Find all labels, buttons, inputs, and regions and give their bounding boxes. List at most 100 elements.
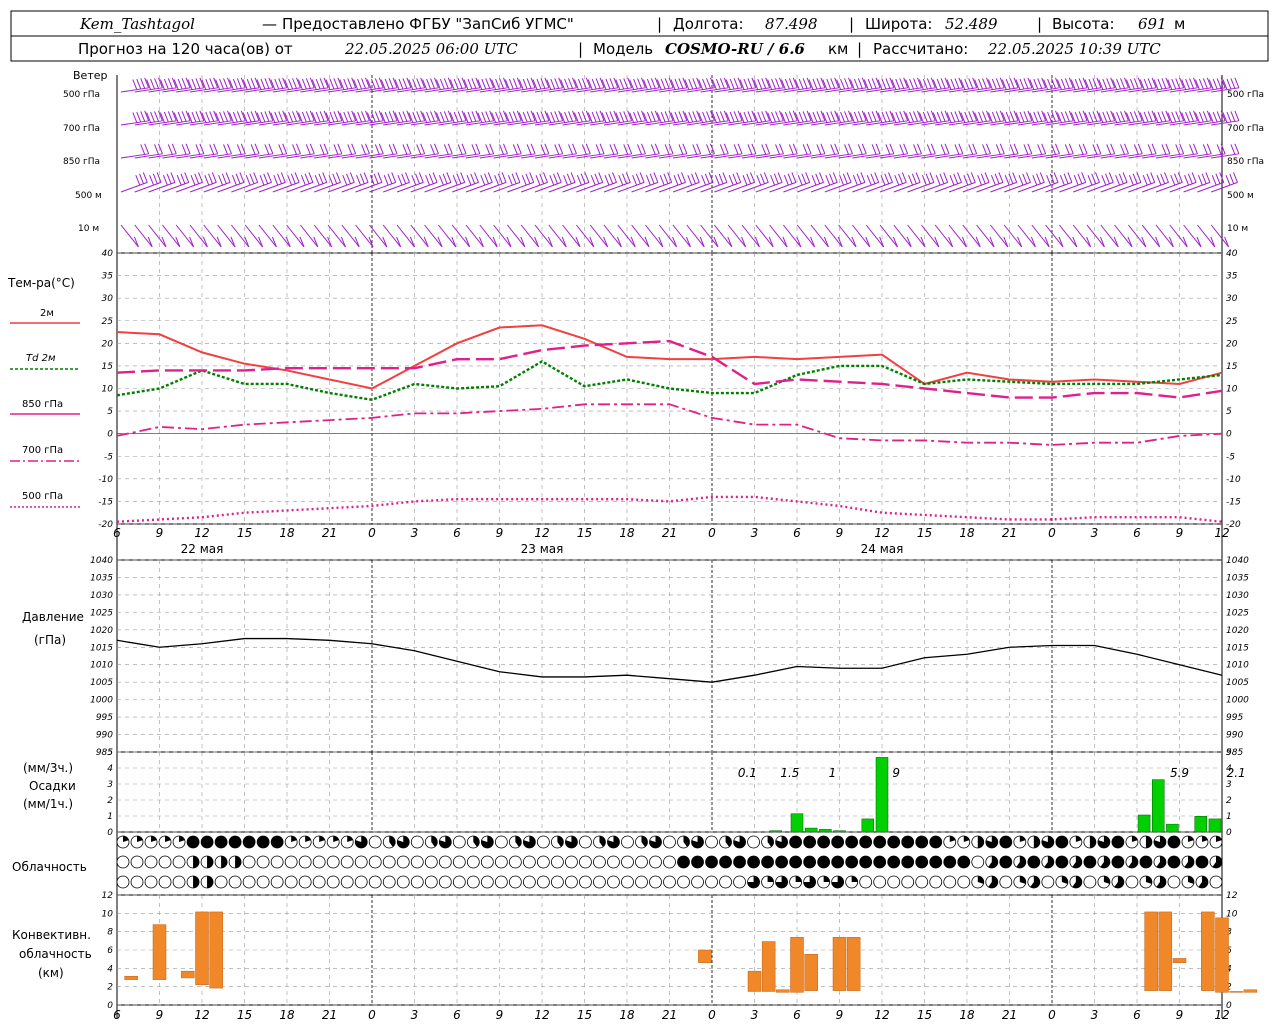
wind-barb-feather: [765, 110, 771, 122]
cloud-icon-fill: [803, 856, 816, 868]
cloud-icon-fill: [235, 856, 242, 868]
wind-barb-feather: [960, 79, 966, 90]
wind-barb-feather: [798, 111, 804, 123]
legend-850: 850 гПа: [22, 399, 63, 410]
cloud-icon-fill: [207, 856, 214, 868]
wind-barb-feather: [547, 236, 553, 248]
wind-barb: [976, 87, 1005, 93]
y-tick-label: 6: [107, 946, 113, 956]
cloud-icon: [396, 855, 410, 869]
wind-barb: [562, 153, 591, 159]
y-tick-label: 10: [102, 385, 114, 395]
wind-barb: [741, 153, 770, 159]
wind-barb-feather: [387, 173, 393, 184]
wind-barb-feather: [742, 174, 748, 186]
y-tick-label: 10: [102, 909, 114, 919]
x-tick-label: 15: [917, 526, 932, 540]
wind-barb-feather: [1009, 78, 1015, 89]
wind-barb-feather: [495, 78, 501, 90]
wind-barb-feather: [1001, 112, 1007, 123]
wind-barb-feather: [1132, 173, 1138, 184]
wind-barb: [383, 120, 411, 126]
wind-barb-feather: [485, 78, 491, 89]
wind-barb-feather: [784, 111, 790, 123]
cloud-icon-fill: [179, 836, 185, 842]
wind-barb: [686, 120, 715, 126]
wind-barb: [493, 120, 522, 126]
wind-barb-feather: [1161, 78, 1167, 89]
wind-barb-feather: [783, 174, 789, 186]
wind-barb-feather: [1003, 236, 1009, 248]
wind-barb-feather: [1206, 143, 1212, 155]
wind-barb-feather: [1074, 111, 1080, 123]
wind-level-1-right: 500 гПа: [1227, 90, 1264, 100]
wind-barb-feather: [905, 79, 911, 90]
wind-barb: [990, 153, 1019, 159]
x-tick-label: 21: [322, 526, 337, 540]
wind-barb-feather: [461, 110, 467, 122]
cloud-icon-fill: [1072, 876, 1082, 888]
wind-barb-feather: [1029, 79, 1035, 90]
wind-barb-feather: [292, 78, 297, 89]
wind-barb-feather: [777, 172, 783, 183]
wind-barb: [1072, 224, 1091, 248]
wind-barb-feather: [1220, 77, 1226, 89]
wind-barb: [852, 153, 881, 159]
wind-barb-feather: [874, 172, 880, 183]
cloud-icon-fill: [243, 836, 256, 848]
wind-barb-feather: [595, 111, 601, 122]
wind-barb-feather: [820, 143, 826, 155]
wind-barb: [327, 120, 356, 126]
wind-barb: [355, 153, 384, 159]
wind-barb-feather: [408, 79, 414, 90]
wind-barb-feather: [867, 111, 873, 123]
cloud-icon: [550, 875, 564, 889]
cloud-icon: [859, 875, 873, 889]
wind-barb-feather: [481, 78, 487, 90]
wind-barb-feather: [823, 236, 829, 248]
conv-bar: [209, 911, 223, 989]
wind-barb-feather: [250, 144, 256, 155]
wind-barb: [1045, 120, 1074, 126]
wind-barb-feather: [1005, 111, 1011, 123]
cloud-icon-fill: [1153, 836, 1166, 849]
wind-barb: [493, 181, 521, 193]
wind-barb-feather: [1143, 78, 1149, 90]
wind-barb-feather: [1070, 79, 1076, 90]
wind-barb-feather: [696, 143, 702, 155]
wind-barb-feather: [263, 173, 269, 184]
wind-barb-feather: [434, 143, 439, 155]
cloud-icon-fill: [1083, 856, 1096, 868]
wind-barb-feather: [434, 110, 439, 122]
wind-barb-feather: [204, 174, 210, 186]
wind-barb-feather: [641, 143, 646, 155]
wind-barb-feather: [554, 144, 560, 155]
wind-barb-feather: [232, 78, 238, 90]
cloud-icon-fill: [151, 836, 157, 842]
date-label: 23 мая: [521, 542, 564, 556]
wind-barb-feather: [268, 110, 274, 122]
cloud-icon-fill: [873, 836, 886, 848]
precip-amount-label: 9: [892, 766, 900, 780]
cloud-icon-fill: [397, 836, 410, 849]
wind-barb-feather: [236, 78, 242, 89]
y-tick-label: 3: [1226, 780, 1232, 790]
cloud-icon-fill: [887, 836, 900, 848]
cloud-icon: [354, 875, 368, 889]
wind-barb-feather: [1078, 144, 1084, 155]
x-tick-label: 18: [959, 526, 975, 540]
wind-barb-feather: [1082, 110, 1088, 122]
conv-bar: [832, 937, 847, 991]
wind-barb-feather: [1220, 110, 1226, 122]
cloud-icon-fill: [1212, 856, 1222, 869]
cloud-icon-fill: [1145, 876, 1152, 884]
wind-barb-feather: [271, 236, 277, 248]
wind-barb-feather: [678, 78, 684, 89]
wind-barb-feather: [908, 174, 914, 186]
wind-barb: [120, 153, 149, 159]
wind-barb-feather: [1202, 111, 1208, 122]
wind-barb-feather: [1037, 111, 1043, 122]
wind-barb-feather: [1185, 78, 1191, 90]
wind-barb: [1128, 153, 1157, 159]
y-tick-label: 985: [96, 748, 113, 758]
